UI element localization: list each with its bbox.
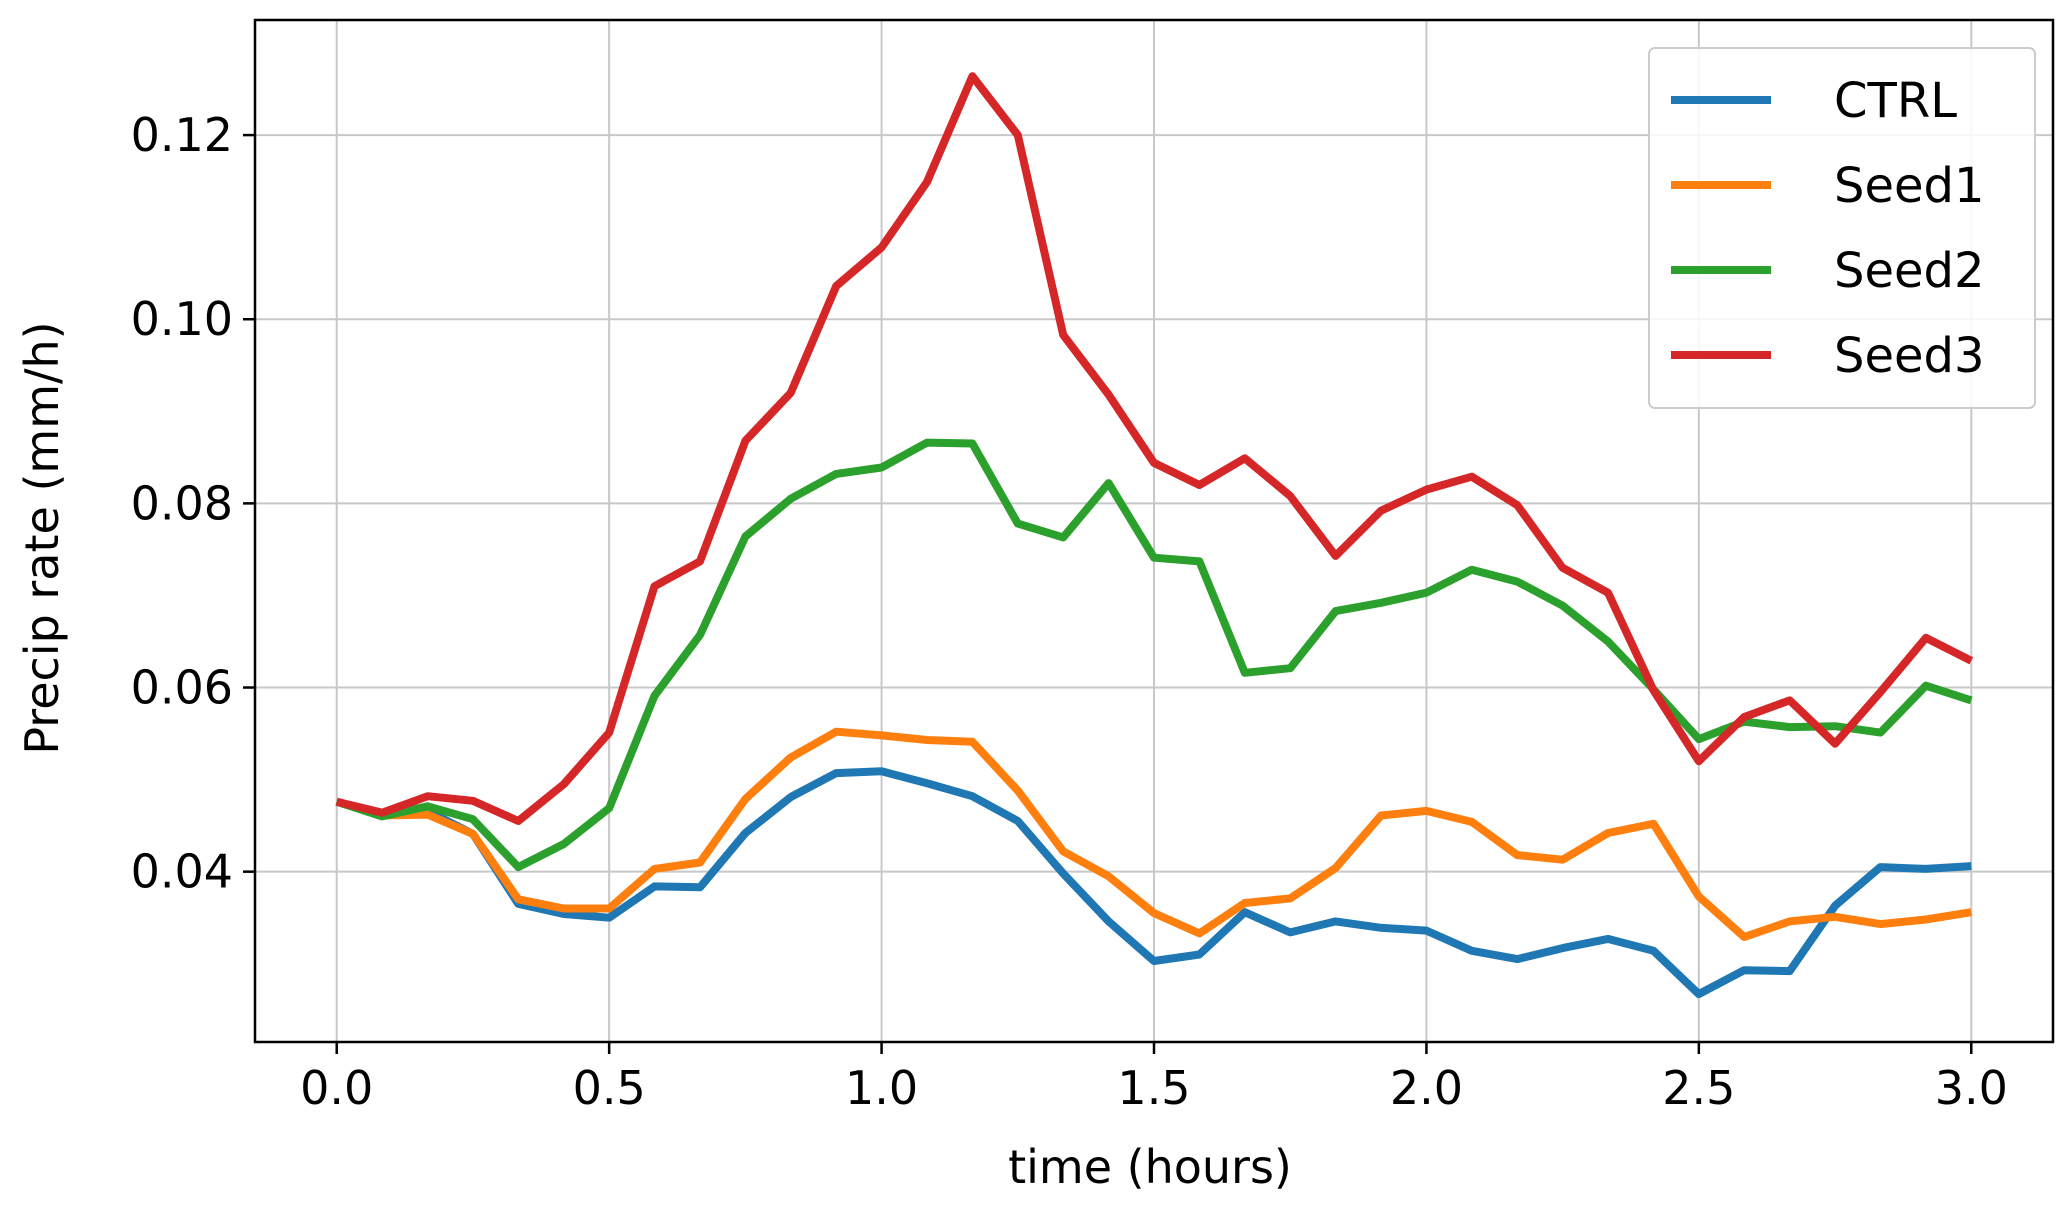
series-line-seed1 bbox=[335, 727, 1972, 941]
x-tick-label: 2.5 bbox=[1662, 1061, 1735, 1115]
y-axis: 0.04 0.06 0.08 0.10 0.12 bbox=[131, 108, 255, 899]
series-line-ctrl bbox=[335, 767, 1972, 999]
y-tick-label: 0.08 bbox=[131, 476, 233, 530]
series-lines bbox=[335, 72, 1974, 999]
y-tick-label: 0.06 bbox=[131, 661, 233, 715]
legend-box bbox=[1648, 47, 2036, 409]
y-axis-label: Precip rate (mm/h) bbox=[15, 321, 69, 754]
series-line-seed3 bbox=[335, 72, 1974, 825]
x-tick-label: 3.0 bbox=[1935, 1061, 2008, 1115]
legend-label-ctrl: CTRL bbox=[1834, 73, 1957, 129]
x-tick-label: 2.0 bbox=[1390, 1061, 1463, 1115]
y-tick-label: 0.10 bbox=[131, 292, 233, 346]
x-tick-label: 0.0 bbox=[300, 1061, 373, 1115]
legend-label-seed3: Seed3 bbox=[1834, 328, 1985, 384]
x-tick-label: 0.5 bbox=[573, 1061, 646, 1115]
x-axis-label: time (hours) bbox=[1008, 1140, 1292, 1194]
legend: CTRL Seed1 Seed2 Seed3 bbox=[1648, 47, 2036, 409]
y-tick-label: 0.12 bbox=[131, 108, 233, 162]
series-line-seed2 bbox=[335, 438, 1973, 872]
x-axis: 0.0 0.5 1.0 1.5 2.0 2.5 3.0 bbox=[300, 1042, 2008, 1115]
y-tick-label: 0.04 bbox=[131, 845, 233, 899]
x-tick-label: 1.0 bbox=[845, 1061, 918, 1115]
legend-label-seed2: Seed2 bbox=[1834, 243, 1985, 299]
legend-label-seed1: Seed1 bbox=[1834, 158, 1985, 214]
x-tick-label: 1.5 bbox=[1117, 1061, 1190, 1115]
